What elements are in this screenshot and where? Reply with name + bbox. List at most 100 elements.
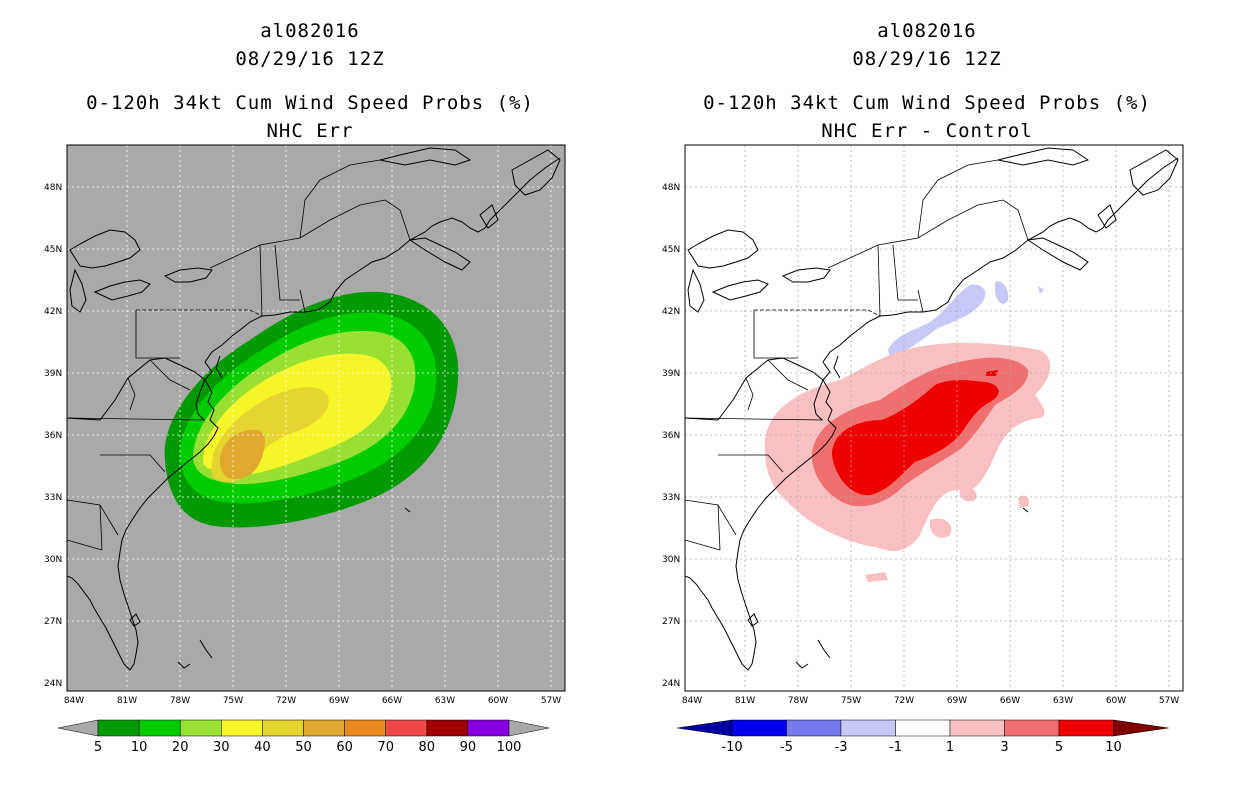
colorbar-swatch [786,719,842,737]
colorbar-label: 70 [377,740,394,755]
lat-label: 33N [662,493,680,503]
colorbar-label: 1 [946,740,954,755]
lon-label: 69W [329,696,349,706]
colorbar-swatch [97,719,140,737]
lat-label: 42N [44,307,62,317]
left-map-frame [66,144,566,692]
lat-label: 30N [662,555,680,565]
lat-label: 27N [44,617,62,627]
lat-label: 33N [44,493,62,503]
colorbar-swatch [1004,719,1060,737]
right-difference-contours [764,281,1051,582]
lon-label: 66W [1000,696,1020,706]
left-product-title: 0-120h 34kt Cum Wind Speed Probs (%) [86,92,534,114]
lat-label: 42N [662,307,680,317]
left-storm-id: al082016 [260,20,360,42]
right-lat-labels: 48N 45N 42N 39N 36N 33N 30N 27N 24N [662,183,680,689]
lat-label: 48N [662,183,680,193]
colorbar-label: -1 [889,740,902,755]
colorbar-swatch [895,719,951,737]
right-map-frame [684,144,1184,692]
colorbar-label: 20 [172,740,189,755]
lon-label: 63W [1053,696,1073,706]
right-map-panel [684,144,1184,692]
lon-label: 75W [223,696,243,706]
colorbar-swatch [426,719,469,737]
lon-label: 75W [841,696,861,706]
colorbar-over-arrow [508,719,550,737]
lat-label: 27N [662,617,680,627]
colorbar-label: 5 [94,740,102,755]
colorbar-swatch [179,719,222,737]
lon-label: 78W [170,696,190,706]
lat-label: 39N [44,369,62,379]
colorbar-label: 100 [497,740,522,755]
lat-label: 36N [662,431,680,441]
right-gridlines [685,145,1183,691]
right-product-title: 0-120h 34kt Cum Wind Speed Probs (%) [703,92,1151,114]
colorbar-under-arrow [676,719,733,737]
colorbar-under-arrow [57,719,99,737]
lat-label: 48N [44,183,62,193]
colorbar-label: 80 [419,740,436,755]
lat-label: 36N [44,431,62,441]
lon-label: 60W [488,696,508,706]
left-datetime: 08/29/16 12Z [235,48,385,70]
left-map-panel [66,144,566,692]
right-colorbar: -10 -5 -3 -1 1 3 5 10 [676,719,1169,755]
lat-label: 45N [662,245,680,255]
lat-label: 45N [44,245,62,255]
lon-label: 78W [788,696,808,706]
right-storm-id: al082016 [877,20,977,42]
colorbar-swatch [1058,719,1114,737]
colorbar-swatch [344,719,386,737]
lon-label: 57W [541,696,561,706]
left-lat-labels: 48N 45N 42N 39N 36N 33N 30N 27N 24N [44,183,62,689]
colorbar-swatch [262,719,304,737]
left-colorbar: 5 10 20 30 40 50 60 70 80 90 100 [57,719,550,755]
colorbar-label: -3 [835,740,848,755]
colorbar-swatch [731,719,787,737]
colorbar-swatch [467,719,510,737]
left-subtitle: NHC Err [266,120,354,142]
colorbar-swatch [949,719,1005,737]
lon-label: 72W [276,696,296,706]
left-lon-labels: 84W 81W 78W 75W 72W 69W 66W 63W 60W 57W [64,696,561,706]
lat-label: 30N [44,555,62,565]
lon-label: 63W [435,696,455,706]
colorbar-swatch [840,719,896,737]
lat-label: 24N [662,679,680,689]
colorbar-swatch [385,719,428,737]
lon-label: 81W [735,696,755,706]
colorbar-over-arrow [1113,719,1169,737]
colorbar-label: 40 [254,740,271,755]
lon-label: 84W [64,696,84,706]
right-subtitle: NHC Err - Control [821,120,1033,142]
colorbar-label: 3 [1000,740,1008,755]
lon-label: 57W [1159,696,1179,706]
left-probability-contours [164,291,459,528]
lon-label: 69W [947,696,967,706]
lon-label: 81W [117,696,137,706]
lon-label: 72W [894,696,914,706]
colorbar-label: 50 [295,740,312,755]
left-gridlines [67,145,565,691]
colorbar-label: -10 [721,740,742,755]
colorbar-swatch [221,719,263,737]
lat-label: 39N [662,369,680,379]
lat-label: 24N [44,679,62,689]
right-datetime: 08/29/16 12Z [852,48,1002,70]
colorbar-label: 10 [131,740,148,755]
colorbar-label: 30 [213,740,230,755]
right-lon-labels: 84W 81W 78W 75W 72W 69W 66W 63W 60W 57W [682,696,1179,706]
colorbar-label: 60 [336,740,353,755]
colorbar-label: 90 [460,740,477,755]
colorbar-swatch [303,719,345,737]
lon-label: 66W [382,696,402,706]
colorbar-label: 10 [1105,740,1122,755]
colorbar-label: -5 [780,740,793,755]
lon-label: 84W [682,696,702,706]
colorbar-swatch [138,719,181,737]
lon-label: 60W [1106,696,1126,706]
